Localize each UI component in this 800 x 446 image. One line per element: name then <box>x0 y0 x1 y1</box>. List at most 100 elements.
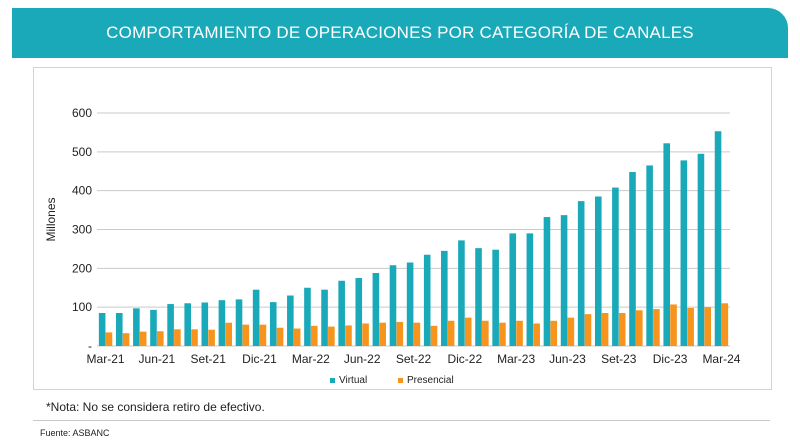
bar-presencial-oct-22 <box>430 325 438 346</box>
bar-virtual-set-22 <box>406 262 414 346</box>
footnote: *Nota: No se considera retiro de efectiv… <box>46 400 265 414</box>
bar-virtual-set-21 <box>201 302 209 346</box>
title-banner: COMPORTAMIENTO DE OPERACIONES POR CATEGO… <box>12 8 788 58</box>
bar-presencial-oct-23 <box>636 310 643 346</box>
bar-virtual-may-21 <box>133 308 140 346</box>
x-tick-label: Jun-21 <box>139 352 176 366</box>
bar-virtual-feb-24 <box>697 153 705 346</box>
bar-presencial-jul-23 <box>584 314 592 346</box>
bar-virtual-dic-23 <box>663 143 671 346</box>
bar-presencial-jun-21 <box>156 331 164 346</box>
legend-label-virtual: Virtual <box>339 375 367 386</box>
bar-presencial-dic-22 <box>464 317 472 346</box>
bar-presencial-dic-23 <box>670 304 677 346</box>
bar-presencial-mar-21 <box>105 332 113 346</box>
bar-virtual-mar-24 <box>714 131 722 346</box>
x-tick-label: Mar-24 <box>702 352 740 366</box>
bar-virtual-mar-22 <box>304 287 311 346</box>
bar-virtual-ago-23 <box>594 196 602 346</box>
bar-virtual-jun-23 <box>560 215 568 346</box>
bar-presencial-ago-22 <box>396 321 404 346</box>
bar-presencial-abr-21 <box>122 333 130 346</box>
x-tick-label: Dic-21 <box>242 352 277 366</box>
bar-virtual-jul-22 <box>372 272 380 346</box>
bar-virtual-may-22 <box>338 280 345 346</box>
y-tick-label: 600 <box>72 106 92 120</box>
bar-virtual-abr-22 <box>321 289 328 346</box>
bar-virtual-feb-23 <box>492 249 499 346</box>
bar-virtual-jun-21 <box>150 309 157 346</box>
x-tick-label: Mar-23 <box>497 352 535 366</box>
bar-virtual-abr-23 <box>526 233 534 346</box>
bar-presencial-nov-23 <box>653 309 660 346</box>
bar-presencial-set-21 <box>208 329 215 346</box>
bar-virtual-abr-21 <box>115 312 123 346</box>
source-label: Fuente: ASBANC <box>40 428 110 438</box>
legend-label-presencial: Presencial <box>407 375 454 386</box>
x-tick-label: Jun-23 <box>549 352 586 366</box>
bar-presencial-mar-24 <box>721 303 729 346</box>
bar-presencial-ene-23 <box>482 320 489 346</box>
bar-presencial-oct-21 <box>225 322 233 346</box>
bar-virtual-feb-22 <box>287 295 294 346</box>
bar-virtual-jul-21 <box>167 304 174 346</box>
bar-virtual-may-23 <box>543 217 551 346</box>
bar-virtual-oct-23 <box>629 172 636 346</box>
bar-virtual-ene-23 <box>475 248 482 346</box>
y-tick-label: - <box>88 339 92 353</box>
bar-presencial-feb-22 <box>293 328 301 346</box>
bar-presencial-feb-23 <box>499 322 506 346</box>
bar-virtual-nov-22 <box>441 250 448 346</box>
x-tick-label: Set-21 <box>191 352 227 366</box>
bar-chart: - 100 200 300 400 500 600 Millones Mar-21 Jun-21 S… <box>44 106 741 386</box>
bar-presencial-nov-21 <box>242 324 250 346</box>
x-tick-label: Dic-23 <box>653 352 688 366</box>
bar-virtual-ago-22 <box>389 265 397 346</box>
y-tick-label: 500 <box>72 145 92 159</box>
bar-presencial-nov-22 <box>447 320 455 346</box>
x-tick-label: Set-23 <box>601 352 637 366</box>
bar-virtual-dic-21 <box>252 289 260 346</box>
x-tick-label: Mar-21 <box>87 352 125 366</box>
bar-presencial-ago-23 <box>601 312 609 346</box>
chart-title: COMPORTAMIENTO DE OPERACIONES POR CATEGO… <box>106 23 694 42</box>
bar-presencial-ene-22 <box>276 327 284 346</box>
bar-virtual-nov-21 <box>235 299 243 346</box>
y-tick-label: 100 <box>72 300 92 314</box>
bar-virtual-dic-22 <box>458 240 465 346</box>
bar-presencial-abr-22 <box>328 326 335 346</box>
bar-virtual-mar-23 <box>509 233 517 346</box>
bar-presencial-mar-22 <box>310 325 318 346</box>
bar-virtual-ene-24 <box>680 160 688 346</box>
bar-virtual-jul-23 <box>577 201 585 346</box>
y-tick-label: 400 <box>72 184 92 198</box>
bar-presencial-ene-24 <box>687 307 694 346</box>
bar-virtual-ene-22 <box>269 302 277 346</box>
bar-presencial-abr-23 <box>533 323 540 346</box>
bar-presencial-may-22 <box>345 325 352 346</box>
x-tick-label: Dic-22 <box>447 352 482 366</box>
y-axis-label: Millones <box>44 197 58 241</box>
bar-virtual-nov-23 <box>646 165 653 346</box>
x-tick-label: Set-22 <box>396 352 432 366</box>
bar-presencial-jun-22 <box>362 323 369 346</box>
bar-presencial-dic-21 <box>259 324 267 346</box>
bar-presencial-jun-23 <box>567 317 575 346</box>
y-tick-label: 200 <box>72 261 92 275</box>
bar-virtual-oct-21 <box>218 300 226 346</box>
bar-presencial-ago-21 <box>191 329 198 346</box>
legend-swatch-presencial <box>398 378 403 383</box>
bar-presencial-feb-24 <box>704 307 712 346</box>
bar-virtual-jun-22 <box>355 278 363 346</box>
bar-presencial-may-21 <box>139 331 147 346</box>
bar-presencial-jul-22 <box>379 322 386 346</box>
legend-swatch-virtual <box>330 378 335 383</box>
y-tick-label: 300 <box>72 223 92 237</box>
bar-virtual-mar-21 <box>98 312 106 346</box>
bar-virtual-oct-22 <box>423 254 431 346</box>
x-tick-label: Jun-22 <box>344 352 381 366</box>
bar-virtual-set-23 <box>612 187 619 346</box>
bar-virtual-ago-21 <box>184 303 191 346</box>
bar-presencial-may-23 <box>550 320 558 346</box>
bar-presencial-set-23 <box>618 312 626 346</box>
